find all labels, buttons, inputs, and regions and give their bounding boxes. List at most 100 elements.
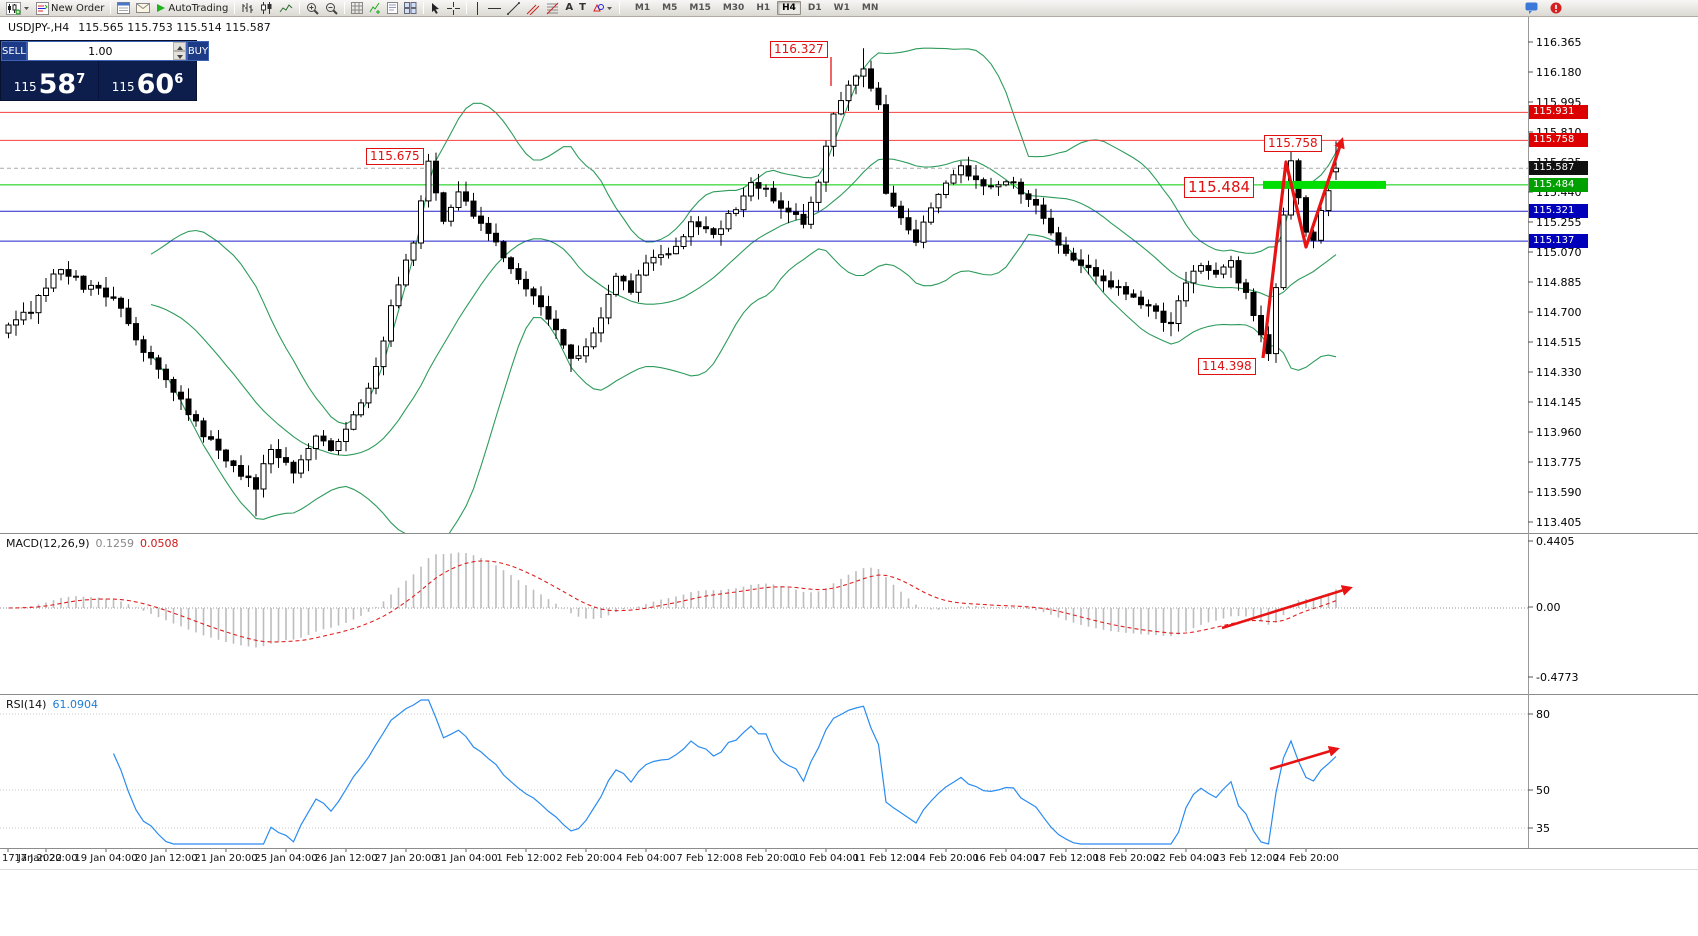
- data-window-button[interactable]: [114, 1, 133, 16]
- svg-text:50: 50: [1536, 784, 1550, 797]
- macd-name: MACD(12,26,9): [6, 537, 90, 550]
- sell-price[interactable]: 115 58 7: [1, 61, 98, 100]
- tile-windows-button[interactable]: [401, 1, 420, 16]
- timeframe-button-m1[interactable]: M1: [634, 3, 651, 13]
- toolbar-separator: [618, 2, 620, 14]
- new-chart-icon: [6, 1, 21, 15]
- new-chart-button[interactable]: [3, 1, 33, 16]
- svg-text:115.995: 115.995: [1536, 96, 1582, 109]
- channel-icon: [526, 4, 540, 15]
- toolbar-separator: [110, 2, 112, 14]
- timeframe-button-m30[interactable]: M30: [722, 3, 745, 13]
- green-highlight-zone: [1263, 180, 1386, 189]
- buy-price-sup: 6: [174, 72, 184, 87]
- svg-text:115.625: 115.625: [1536, 156, 1582, 169]
- sell-price-prefix: 115: [13, 80, 37, 94]
- timeframe-toolbar: M1 M5 M15 M30 H1 H4 D1 W1 MN: [629, 1, 884, 15]
- mailbox-button[interactable]: [133, 1, 153, 16]
- trendline-button[interactable]: [504, 1, 523, 16]
- indicators-button[interactable]: [366, 1, 384, 16]
- timeframe-button-mn[interactable]: MN: [861, 3, 879, 13]
- crosshair-button[interactable]: [444, 1, 463, 16]
- macd-layer: [0, 552, 1528, 648]
- text-tool-icon: A: [565, 2, 574, 13]
- volume-decrease-button[interactable]: [172, 51, 186, 60]
- zoom-in-button[interactable]: [303, 1, 322, 16]
- svg-text:114.145: 114.145: [1536, 396, 1582, 409]
- line-chart-icon: [279, 3, 293, 12]
- cursor-button[interactable]: [427, 1, 444, 16]
- svg-text:80: 80: [1536, 708, 1550, 721]
- volume-spinner: [172, 42, 186, 60]
- arrows-button[interactable]: [589, 1, 616, 16]
- timeframe-button-h4[interactable]: H4: [777, 1, 801, 15]
- svg-text:115.070: 115.070: [1536, 246, 1582, 259]
- panel-chrome: [0, 17, 1698, 870]
- text-label-icon: T: [579, 2, 586, 13]
- sell-button[interactable]: SELL: [1, 41, 27, 61]
- rsi-layer: [0, 699, 1528, 845]
- macd-signal-line: [8, 560, 1337, 643]
- bar-chart-button[interactable]: [238, 1, 257, 16]
- alert-button[interactable]: [1547, 1, 1565, 16]
- timeframe-button-w1[interactable]: W1: [833, 3, 850, 13]
- bollinger-lower-band: [150, 233, 1337, 533]
- svg-text:115.810: 115.810: [1536, 126, 1582, 139]
- autotrading-label: AutoTrading: [168, 2, 229, 14]
- svg-text:114.700: 114.700: [1536, 306, 1582, 319]
- templates-icon: [387, 2, 399, 14]
- new-order-label: New Order: [51, 2, 105, 14]
- toolbar: New Order AutoTrading: [0, 0, 1698, 17]
- timeframe-button-m5[interactable]: M5: [662, 3, 678, 13]
- toolbar-right-icons: [1522, 1, 1565, 16]
- text-label-button[interactable]: T: [576, 1, 589, 16]
- buy-button[interactable]: BUY: [186, 41, 210, 61]
- volume-control: [26, 41, 187, 61]
- chart-ohlc-title: USDJPY-,H4 115.565 115.753 115.514 115.58…: [8, 21, 271, 34]
- vertical-line-icon: [477, 1, 479, 15]
- rsi-panel-surface[interactable]: [0, 695, 1528, 848]
- fibonacci-button[interactable]: [543, 1, 562, 16]
- svg-text:114.330: 114.330: [1536, 366, 1582, 379]
- svg-text:114.515: 114.515: [1536, 336, 1582, 349]
- ohlc-values: 115.565 115.753 115.514 115.587: [78, 21, 271, 34]
- candlestick-chart-button[interactable]: [257, 1, 276, 16]
- timeframe-button-h1[interactable]: H1: [756, 3, 771, 13]
- new-order-button[interactable]: New Order: [33, 1, 107, 16]
- volume-input[interactable]: [27, 42, 173, 60]
- grid-button[interactable]: [348, 1, 366, 16]
- macd-signal-value: 0.0508: [140, 537, 179, 550]
- macd-panel-surface[interactable]: [0, 534, 1528, 694]
- svg-text:113.405: 113.405: [1536, 516, 1582, 529]
- mail-icon: [136, 3, 151, 13]
- data-window-icon: [117, 2, 131, 14]
- rsi-line: [112, 699, 1337, 845]
- svg-text:35: 35: [1536, 822, 1550, 835]
- new-order-icon: [36, 1, 49, 15]
- svg-text:-0.4773: -0.4773: [1536, 671, 1578, 684]
- timeframe-button-m15[interactable]: M15: [689, 3, 711, 13]
- chat-button[interactable]: [1522, 1, 1541, 16]
- channel-button[interactable]: [523, 1, 543, 16]
- buy-price[interactable]: 115 60 6: [99, 61, 196, 100]
- volume-increase-button[interactable]: [172, 42, 186, 51]
- autotrading-button[interactable]: AutoTrading: [153, 1, 231, 16]
- text-tool-button[interactable]: A: [562, 1, 576, 16]
- line-chart-button[interactable]: [276, 1, 296, 16]
- timeframe-button-d1[interactable]: D1: [807, 3, 822, 13]
- horizontal-line-button[interactable]: [485, 1, 504, 16]
- templates-button[interactable]: [384, 1, 401, 16]
- zoom-out-button[interactable]: [322, 1, 341, 16]
- svg-text:0.4405: 0.4405: [1536, 535, 1575, 548]
- trendline-icon: [507, 1, 521, 15]
- buy-price-main: 60: [136, 69, 175, 101]
- chevron-down-icon: [24, 6, 29, 10]
- main-chart-surface[interactable]: [0, 17, 1528, 533]
- svg-text:113.775: 113.775: [1536, 456, 1582, 469]
- bollinger-middle-band: [150, 158, 1337, 456]
- zoom-in-icon: [307, 2, 320, 15]
- toolbar-separator: [344, 2, 346, 14]
- vertical-line-button[interactable]: [470, 1, 485, 16]
- chat-icon: [1525, 2, 1538, 14]
